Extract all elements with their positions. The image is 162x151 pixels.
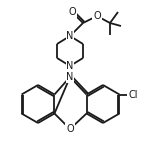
Text: O: O	[66, 124, 74, 134]
Text: O: O	[93, 11, 101, 21]
Text: N: N	[66, 72, 74, 82]
Text: Cl: Cl	[129, 90, 138, 100]
Text: O: O	[68, 7, 76, 17]
Text: N: N	[66, 31, 74, 41]
Text: N: N	[66, 61, 74, 71]
